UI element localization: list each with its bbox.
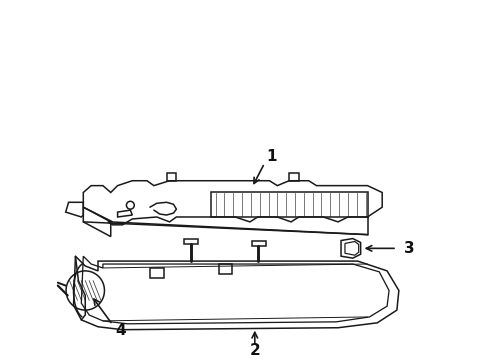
- Text: 1: 1: [266, 149, 277, 164]
- Text: 3: 3: [404, 241, 415, 256]
- Text: 4: 4: [115, 323, 126, 338]
- Text: 2: 2: [249, 343, 260, 358]
